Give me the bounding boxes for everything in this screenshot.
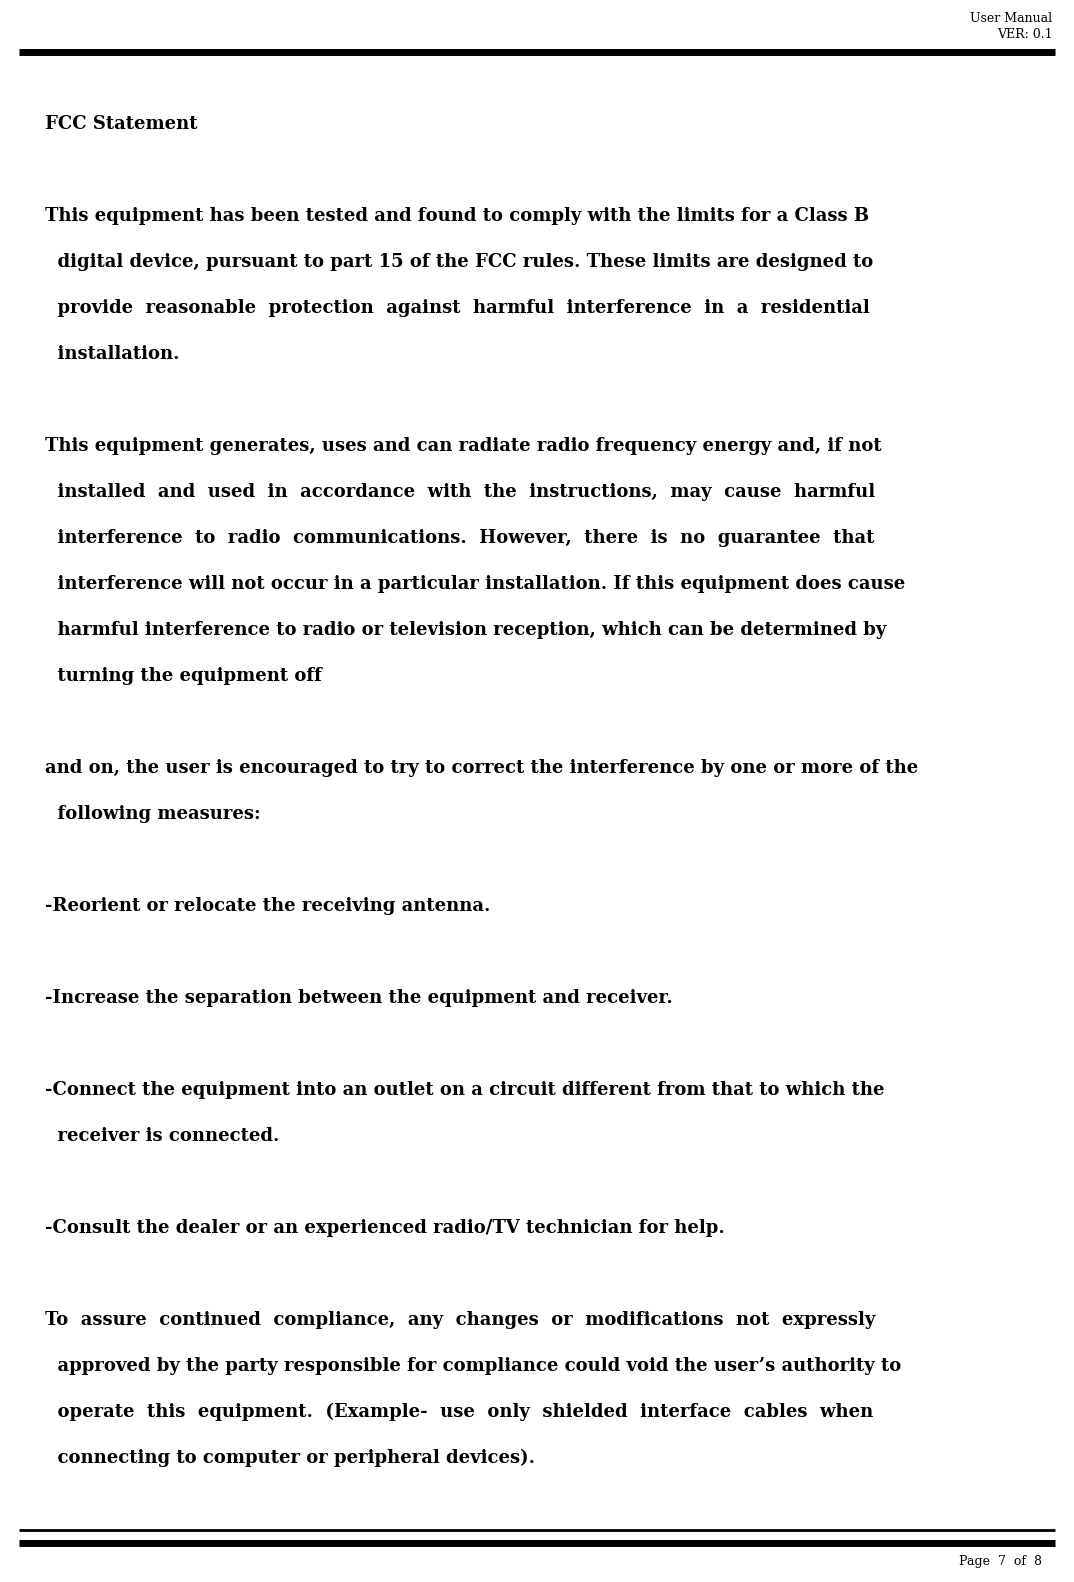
- Text: approved by the party responsible for compliance could void the user’s authority: approved by the party responsible for co…: [45, 1357, 901, 1375]
- Text: installation.: installation.: [45, 345, 179, 362]
- Text: -Connect the equipment into an outlet on a circuit different from that to which : -Connect the equipment into an outlet on…: [45, 1081, 885, 1099]
- Text: installed  and  used  in  accordance  with  the  instructions,  may  cause  harm: installed and used in accordance with th…: [45, 483, 875, 501]
- Text: operate  this  equipment.  (Example-  use  only  shielded  interface  cables  wh: operate this equipment. (Example- use on…: [45, 1403, 873, 1421]
- Text: -Reorient or relocate the receiving antenna.: -Reorient or relocate the receiving ante…: [45, 897, 491, 914]
- Text: connecting to computer or peripheral devices).: connecting to computer or peripheral dev…: [45, 1449, 535, 1467]
- Text: User Manual: User Manual: [971, 13, 1053, 25]
- Text: following measures:: following measures:: [45, 805, 261, 823]
- Text: Page  7  of  8: Page 7 of 8: [959, 1555, 1042, 1568]
- Text: To  assure  continued  compliance,  any  changes  or  modifications  not  expres: To assure continued compliance, any chan…: [45, 1311, 875, 1329]
- Text: provide  reasonable  protection  against  harmful  interference  in  a  resident: provide reasonable protection against ha…: [45, 299, 870, 316]
- Text: interference  to  radio  communications.  However,  there  is  no  guarantee  th: interference to radio communications. Ho…: [45, 528, 874, 547]
- Text: digital device, pursuant to part 15 of the FCC rules. These limits are designed : digital device, pursuant to part 15 of t…: [45, 253, 873, 271]
- Text: VER: 0.1: VER: 0.1: [997, 28, 1053, 41]
- Text: This equipment generates, uses and can radiate radio frequency energy and, if no: This equipment generates, uses and can r…: [45, 437, 882, 456]
- Text: FCC Statement: FCC Statement: [45, 115, 198, 133]
- Text: harmful interference to radio or television reception, which can be determined b: harmful interference to radio or televis…: [45, 622, 886, 639]
- Text: receiver is connected.: receiver is connected.: [45, 1126, 279, 1145]
- Text: -Increase the separation between the equipment and receiver.: -Increase the separation between the equ…: [45, 989, 672, 1008]
- Text: -Consult the dealer or an experienced radio/TV technician for help.: -Consult the dealer or an experienced ra…: [45, 1220, 725, 1237]
- Text: and on, the user is encouraged to try to correct the interference by one or more: and on, the user is encouraged to try to…: [45, 759, 918, 777]
- Text: This equipment has been tested and found to comply with the limits for a Class B: This equipment has been tested and found…: [45, 207, 869, 225]
- Text: turning the equipment off: turning the equipment off: [45, 668, 322, 685]
- Text: interference will not occur in a particular installation. If this equipment does: interference will not occur in a particu…: [45, 574, 905, 593]
